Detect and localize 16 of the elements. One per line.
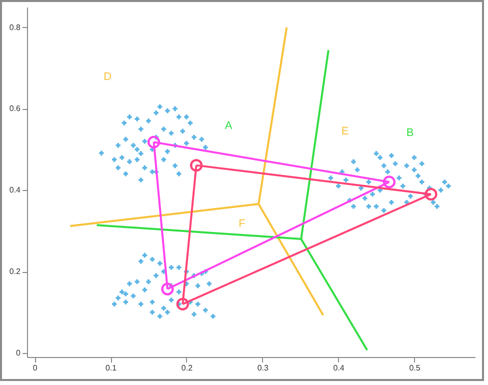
x-tick-label: 0.1 <box>105 364 118 372</box>
annotation: D <box>104 71 112 83</box>
y-tick-label: 0.2 <box>9 267 22 276</box>
y-tick-label: 0.4 <box>9 186 22 195</box>
x-tick-label: 0.3 <box>257 364 269 372</box>
x-tick-label: 0.2 <box>181 364 194 372</box>
y-tick-label: 0 <box>16 348 22 358</box>
x-tick-label: 0 <box>32 364 38 372</box>
annotation: E <box>341 125 349 138</box>
x-tick-label: 0.5 <box>409 364 421 372</box>
annotation: F <box>238 218 246 230</box>
x-tick-label: 0.4 <box>333 364 345 372</box>
y-tick-label: 0.6 <box>9 104 22 114</box>
y-tick-label: 0.8 <box>9 22 22 32</box>
annotation: A <box>224 120 233 132</box>
annotation: B <box>406 127 414 139</box>
